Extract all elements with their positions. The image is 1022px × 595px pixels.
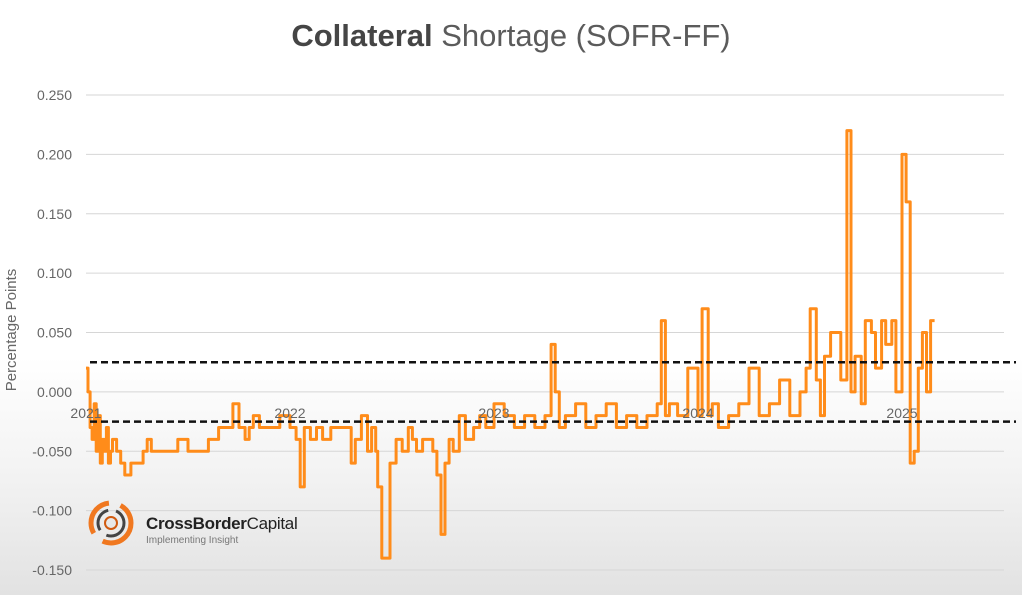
y-tick-label: 0.200	[37, 146, 72, 162]
year-label: 2022	[274, 405, 305, 421]
y-tick-label: 0.100	[37, 265, 72, 281]
y-tick-label: 0.150	[37, 206, 72, 222]
y-tick-label: 0.000	[37, 384, 72, 400]
series-line	[86, 129, 935, 560]
year-labels: 2021 2022 2023 2024 2025	[70, 405, 917, 421]
y-tick-labels: 0.250 0.200 0.150 0.100 0.050 0.000 -0.050 -0.1…	[32, 87, 72, 578]
chart-title: Collateral Shortage (SOFR-FF)	[0, 18, 1022, 54]
y-tick-label: 0.250	[37, 87, 72, 103]
y-axis-label-group: Percentage Points	[3, 269, 20, 392]
year-label: 2024	[682, 405, 713, 421]
logo-mark	[88, 500, 134, 546]
y-tick-label: 0.050	[37, 325, 72, 341]
series-group	[86, 129, 935, 560]
reference-lines	[90, 360, 1016, 423]
chart-title-bold: Collateral	[291, 18, 433, 53]
chart-title-rest: Shortage (SOFR-FF)	[441, 18, 731, 53]
logo-name: CrossBorderCapital	[146, 514, 298, 534]
logo-tagline: Implementing Insight	[146, 535, 239, 546]
logo-name-light: Capital	[246, 514, 298, 533]
year-label: 2023	[478, 405, 509, 421]
y-tick-label: -0.100	[32, 503, 72, 519]
year-label: 2021	[70, 405, 101, 421]
logo-name-bold: CrossBorder	[146, 514, 247, 533]
year-label: 2025	[886, 405, 917, 421]
logo: CrossBorderCapital Implementing Insight	[146, 514, 298, 546]
y-axis-label: Percentage Points	[3, 269, 20, 392]
y-tick-label: -0.050	[32, 443, 72, 459]
y-tick-label: -0.150	[32, 562, 72, 578]
